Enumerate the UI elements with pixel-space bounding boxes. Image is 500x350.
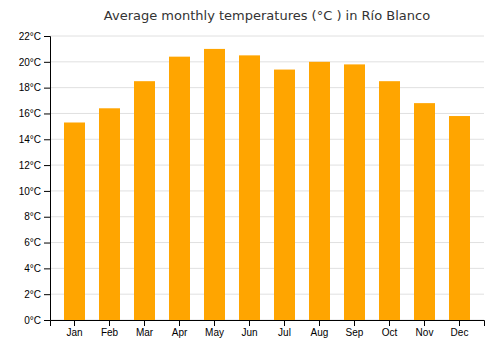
bar	[239, 55, 260, 320]
x-tick-label: Nov	[416, 327, 434, 338]
bar	[379, 81, 400, 320]
bar	[414, 103, 435, 320]
grid	[50, 36, 484, 320]
bar	[309, 62, 330, 320]
bar	[134, 81, 155, 320]
plot: Jan Feb Mar Apr May Jun Jul Aug Sep Oct Nov Dec 0°C 2…	[19, 31, 485, 338]
x-tick: Aug	[311, 320, 329, 338]
x-tick-mark	[389, 320, 390, 326]
bar	[344, 64, 365, 320]
x-tick-label: Feb	[101, 327, 119, 338]
x-tick-label: Mar	[136, 327, 154, 338]
x-tick-label: May	[205, 327, 224, 338]
y-tick: 10°C	[19, 186, 50, 197]
y-tick-mark	[44, 217, 50, 218]
y-tick-mark	[44, 36, 50, 37]
x-tick: Sep	[346, 320, 364, 338]
y-tick-label: 16°C	[19, 108, 41, 119]
y-tick: 2°C	[24, 289, 50, 300]
x-tick: Mar	[136, 320, 154, 338]
x-tick: Apr	[172, 320, 188, 338]
x-tick-mark	[319, 320, 320, 326]
x-tick-mark	[74, 320, 75, 326]
x-tick-mark	[144, 320, 145, 326]
y-axis-line	[44, 37, 51, 321]
y-tick-mark	[44, 113, 50, 114]
x-tick-label: Dec	[451, 327, 469, 338]
y-tick-mark	[44, 243, 50, 244]
y-tick-mark	[44, 62, 50, 63]
y-tick: 18°C	[19, 82, 50, 93]
y-tick-label: 12°C	[19, 160, 41, 171]
chart: Jan Feb Mar Apr May Jun Jul Aug Sep Oct Nov Dec 0°C 2…	[0, 0, 500, 350]
x-tick-mark	[284, 320, 285, 326]
x-tick-label: Jan	[66, 327, 82, 338]
y-tick: 22°C	[19, 31, 50, 42]
x-tick-label: Aug	[311, 327, 329, 338]
bar	[169, 57, 190, 320]
y-tick: 6°C	[24, 237, 50, 248]
y-tick-label: 14°C	[19, 134, 41, 145]
x-axis-line	[51, 321, 485, 327]
y-tick-mark	[44, 320, 50, 321]
y-tick: 8°C	[24, 211, 50, 222]
y-axis: 0°C 2°C 4°C 6°C 8°C 10°C 12°C 14°C 16°C 18°C 20°C 2…	[19, 31, 51, 326]
y-tick-label: 6°C	[24, 237, 41, 248]
y-tick-mark	[44, 88, 50, 89]
y-tick-mark	[44, 294, 50, 295]
x-tick-mark	[214, 320, 215, 326]
y-tick-mark	[44, 139, 50, 140]
x-tick: May	[205, 320, 224, 338]
x-tick-label: Oct	[382, 327, 398, 338]
x-tick-mark	[354, 320, 355, 326]
x-tick: Feb	[101, 320, 119, 338]
x-tick-mark	[109, 320, 110, 326]
x-tick: Jun	[241, 320, 257, 338]
y-tick-label: 2°C	[24, 289, 41, 300]
bar	[64, 122, 85, 320]
bar	[274, 70, 295, 320]
title: Average monthly temperatures (°C ) in Rí…	[104, 8, 430, 23]
grid-line	[50, 87, 484, 88]
y-tick-label: 18°C	[19, 82, 41, 93]
grid-line	[50, 36, 484, 37]
y-tick-label: 0°C	[24, 315, 41, 326]
x-tick-label: Apr	[172, 327, 188, 338]
y-tick-label: 20°C	[19, 57, 41, 68]
x-tick-mark	[459, 320, 460, 326]
x-tick-label: Jun	[241, 327, 257, 338]
grid-line	[50, 61, 484, 62]
x-tick: Jan	[66, 320, 82, 338]
x-tick: Jul	[278, 320, 291, 338]
y-tick: 16°C	[19, 108, 50, 119]
x-tick-label: Jul	[278, 327, 291, 338]
y-tick: 0°C	[24, 315, 50, 326]
x-tick: Nov	[416, 320, 434, 338]
x-tick-mark	[249, 320, 250, 326]
y-tick-label: 22°C	[19, 31, 41, 42]
y-tick-label: 4°C	[24, 263, 41, 274]
y-tick-mark	[44, 268, 50, 269]
bar	[99, 108, 120, 320]
y-tick-mark	[44, 191, 50, 192]
y-tick: 12°C	[19, 160, 50, 171]
x-tick-label: Sep	[346, 327, 364, 338]
y-tick: 20°C	[19, 57, 50, 68]
bar	[449, 116, 470, 320]
x-tick: Dec	[451, 320, 469, 338]
y-tick-label: 10°C	[19, 186, 41, 197]
x-tick: Oct	[382, 320, 398, 338]
x-tick-mark	[179, 320, 180, 326]
x-axis: Jan Feb Mar Apr May Jun Jul Aug Sep Oct Nov Dec	[51, 320, 485, 338]
y-tick-mark	[44, 165, 50, 166]
bar	[204, 49, 225, 320]
y-tick-label: 8°C	[24, 211, 41, 222]
bars	[64, 49, 470, 320]
y-tick: 14°C	[19, 134, 50, 145]
y-tick: 4°C	[24, 263, 50, 274]
x-tick-mark	[424, 320, 425, 326]
